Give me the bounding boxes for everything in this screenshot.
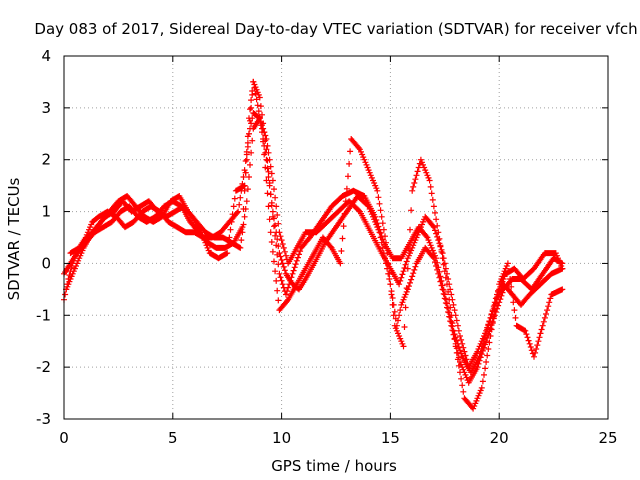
plot-frame <box>63 55 609 420</box>
y-tick-label: 4 <box>41 47 51 65</box>
y-tick-label: 3 <box>41 99 51 117</box>
series-markers <box>67 78 566 412</box>
x-tick-label: 25 <box>598 429 617 447</box>
y-axis-label: SDTVAR / TECUs <box>5 177 23 300</box>
x-tick-label: 15 <box>381 429 400 447</box>
x-axis-label: GPS time / hours <box>271 457 397 475</box>
series-4 <box>67 78 566 412</box>
x-tick-label: 5 <box>168 429 178 447</box>
y-tick-label: -3 <box>36 410 51 428</box>
y-tick-label: 1 <box>41 203 51 221</box>
y-tick-label: 2 <box>41 151 51 169</box>
y-tick-label: -1 <box>36 306 51 324</box>
x-tick-label: 10 <box>272 429 291 447</box>
x-tick-label: 0 <box>59 429 69 447</box>
axis-ticks <box>63 55 609 420</box>
y-tick-label: -2 <box>36 358 51 376</box>
tick-labels: 0 5 10 15 20 25 -3 -2 -1 0 1 2 3 4 <box>36 47 618 447</box>
series-markers <box>63 115 566 371</box>
data-series <box>61 78 566 412</box>
y-tick-label: 0 <box>41 254 51 272</box>
series-3 <box>63 115 566 371</box>
x-tick-label: 20 <box>490 429 509 447</box>
chart-title: Day 083 of 2017, Sidereal Day-to-day VTE… <box>34 20 637 38</box>
